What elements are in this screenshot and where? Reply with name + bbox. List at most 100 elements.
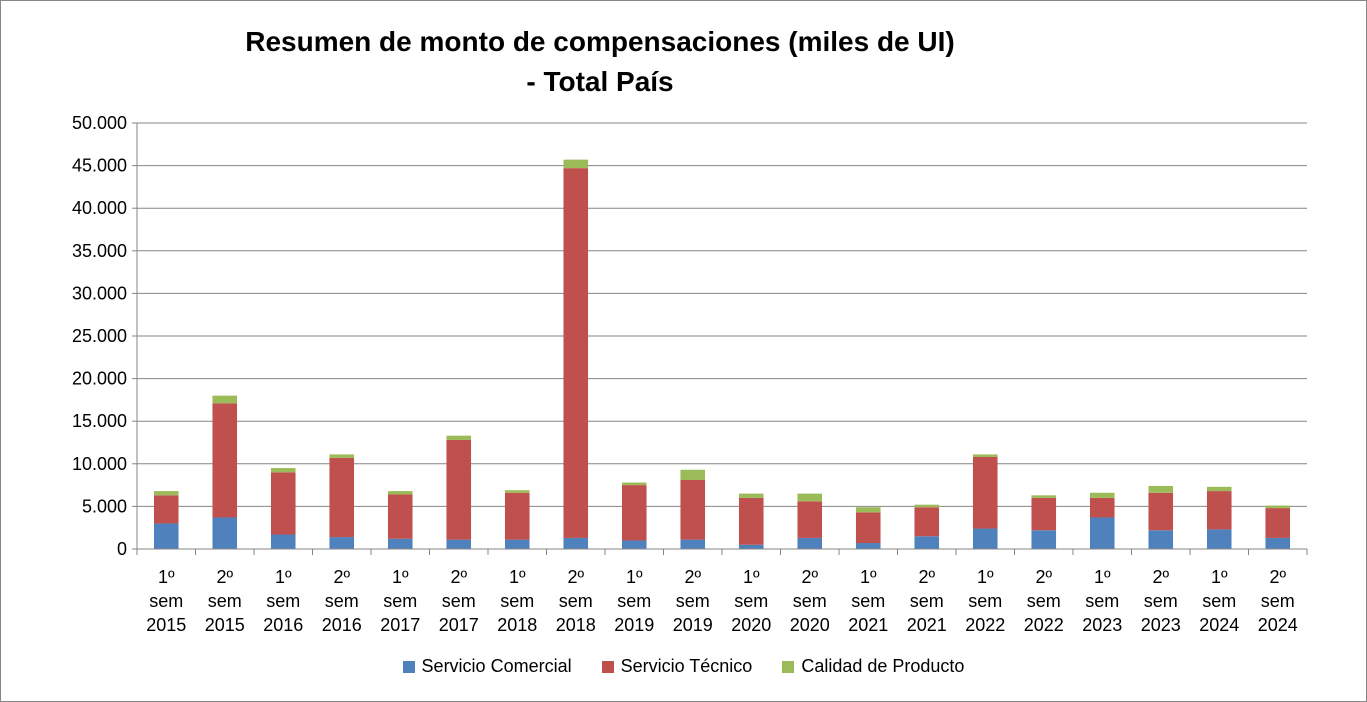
bar-segment: [621, 540, 647, 549]
x-tick-label-line: 1º: [1211, 567, 1228, 587]
bar-segment: [446, 435, 472, 440]
legend: Servicio Comercial Servicio Técnico Calida…: [0, 656, 1367, 677]
y-tick-label: 35.000: [72, 241, 127, 261]
x-tick-label-line: 2018: [497, 615, 537, 635]
x-tick-label-line: sem: [793, 591, 827, 611]
x-tick-label-line: sem: [1144, 591, 1178, 611]
x-tick-label: 1º sem 2019: [614, 567, 654, 635]
x-tick-label-line: 1º: [977, 567, 994, 587]
y-tick-label: 15.000: [72, 411, 127, 431]
bar-segment: [738, 497, 764, 545]
x-tick-label: 2º sem 2020: [790, 567, 830, 635]
bar-segment: [329, 454, 355, 458]
x-tick-label-line: sem: [442, 591, 476, 611]
y-tick-label: 25.000: [72, 326, 127, 346]
bar-segment: [680, 469, 706, 480]
x-tick-label: 2º sem 2019: [673, 567, 713, 635]
x-tick-label: 1º sem 2016: [263, 567, 303, 635]
bar-segment: [738, 544, 764, 549]
bar-segment: [855, 507, 881, 513]
x-tick-label: 1º sem 2015: [146, 567, 186, 635]
x-tick-label: 2º sem 2015: [205, 567, 245, 635]
x-tick-label-line: 2022: [1024, 615, 1064, 635]
legend-item: Servicio Comercial: [402, 656, 572, 677]
bar-segment: [387, 538, 413, 549]
x-tick-label: 1º sem 2018: [497, 567, 537, 635]
y-tick-label: 45.000: [72, 156, 127, 176]
bar-segment: [1148, 485, 1174, 493]
legend-label: Servicio Técnico: [620, 656, 753, 676]
x-tick-label: 2º sem 2023: [1141, 567, 1181, 635]
x-tick-label-line: 2019: [614, 615, 654, 635]
bar-segment: [153, 523, 179, 549]
x-tick-label-line: 2015: [146, 615, 186, 635]
bar-segment: [972, 454, 998, 457]
bar-segment: [855, 512, 881, 544]
x-tick-label-line: 2º: [1269, 567, 1286, 587]
x-tick-label-line: 2021: [907, 615, 947, 635]
bar-segment: [387, 491, 413, 495]
legend-label: Servicio Comercial: [421, 656, 572, 676]
bar-segment: [680, 539, 706, 549]
x-tick-label-line: 2º: [1152, 567, 1169, 587]
bar-segment: [797, 537, 823, 549]
x-tick-label: 2º sem 2017: [439, 567, 479, 635]
x-tick-label-line: sem: [1085, 591, 1119, 611]
bar-segment: [563, 159, 589, 169]
bar-segment: [914, 504, 940, 508]
x-tick-label-line: 2023: [1141, 615, 1181, 635]
bar-segment: [329, 537, 355, 549]
bar-segment: [1265, 505, 1291, 509]
bar-segment: [1265, 537, 1291, 549]
bar-segment: [1148, 530, 1174, 549]
bar-segment: [797, 493, 823, 502]
y-tick-label: 10.000: [72, 454, 127, 474]
x-tick-label-line: 2015: [205, 615, 245, 635]
bar-segment: [1265, 508, 1291, 538]
bar-segment: [1148, 492, 1174, 531]
bar-segment: [446, 539, 472, 549]
x-tick-label-line: sem: [617, 591, 651, 611]
bar-segment: [504, 492, 530, 540]
legend-swatch: [782, 660, 795, 673]
y-tick-label: 40.000: [72, 198, 127, 218]
bar-segment: [153, 495, 179, 524]
bar-segment: [1031, 495, 1057, 498]
bar-segment: [270, 534, 296, 549]
bar-segment: [1089, 517, 1115, 549]
x-tick-label-line: sem: [851, 591, 885, 611]
x-tick-label-line: 2017: [439, 615, 479, 635]
x-tick-label: 1º sem 2017: [380, 567, 420, 635]
bar-segment: [680, 479, 706, 540]
bars: [153, 159, 1291, 549]
x-tick-label: 1º sem 2024: [1199, 567, 1239, 635]
x-tick-label-line: 1º: [275, 567, 292, 587]
bar-segment: [797, 501, 823, 538]
bar-segment: [1089, 492, 1115, 498]
bar-segment: [446, 439, 472, 540]
bar-segment: [212, 517, 238, 549]
bar-segment: [914, 536, 940, 549]
y-tick-label: 20.000: [72, 369, 127, 389]
x-tick-label: 1º sem 2022: [965, 567, 1005, 635]
gridlines: [137, 122, 1307, 507]
bar-segment: [504, 490, 530, 493]
bar-segment: [1031, 530, 1057, 549]
bar-segment: [270, 468, 296, 473]
x-tick-label-line: 2022: [965, 615, 1005, 635]
y-tick-label: 30.000: [72, 283, 127, 303]
bar-segment: [270, 472, 296, 535]
bar-segment: [1031, 497, 1057, 531]
x-tick-label-line: sem: [325, 591, 359, 611]
bar-segment: [504, 539, 530, 549]
x-tick-label-line: 2º: [216, 567, 233, 587]
x-tick-label: 1º sem 2023: [1082, 567, 1122, 635]
bar-segment: [387, 494, 413, 539]
x-tick-label-line: sem: [1202, 591, 1236, 611]
bar-segment: [1206, 486, 1232, 492]
x-tick-label-line: sem: [149, 591, 183, 611]
x-tick-label-line: 1º: [626, 567, 643, 587]
x-tick-label-line: 1º: [392, 567, 409, 587]
y-tick-label: 50.000: [72, 113, 127, 133]
x-tick-label-line: 2º: [801, 567, 818, 587]
